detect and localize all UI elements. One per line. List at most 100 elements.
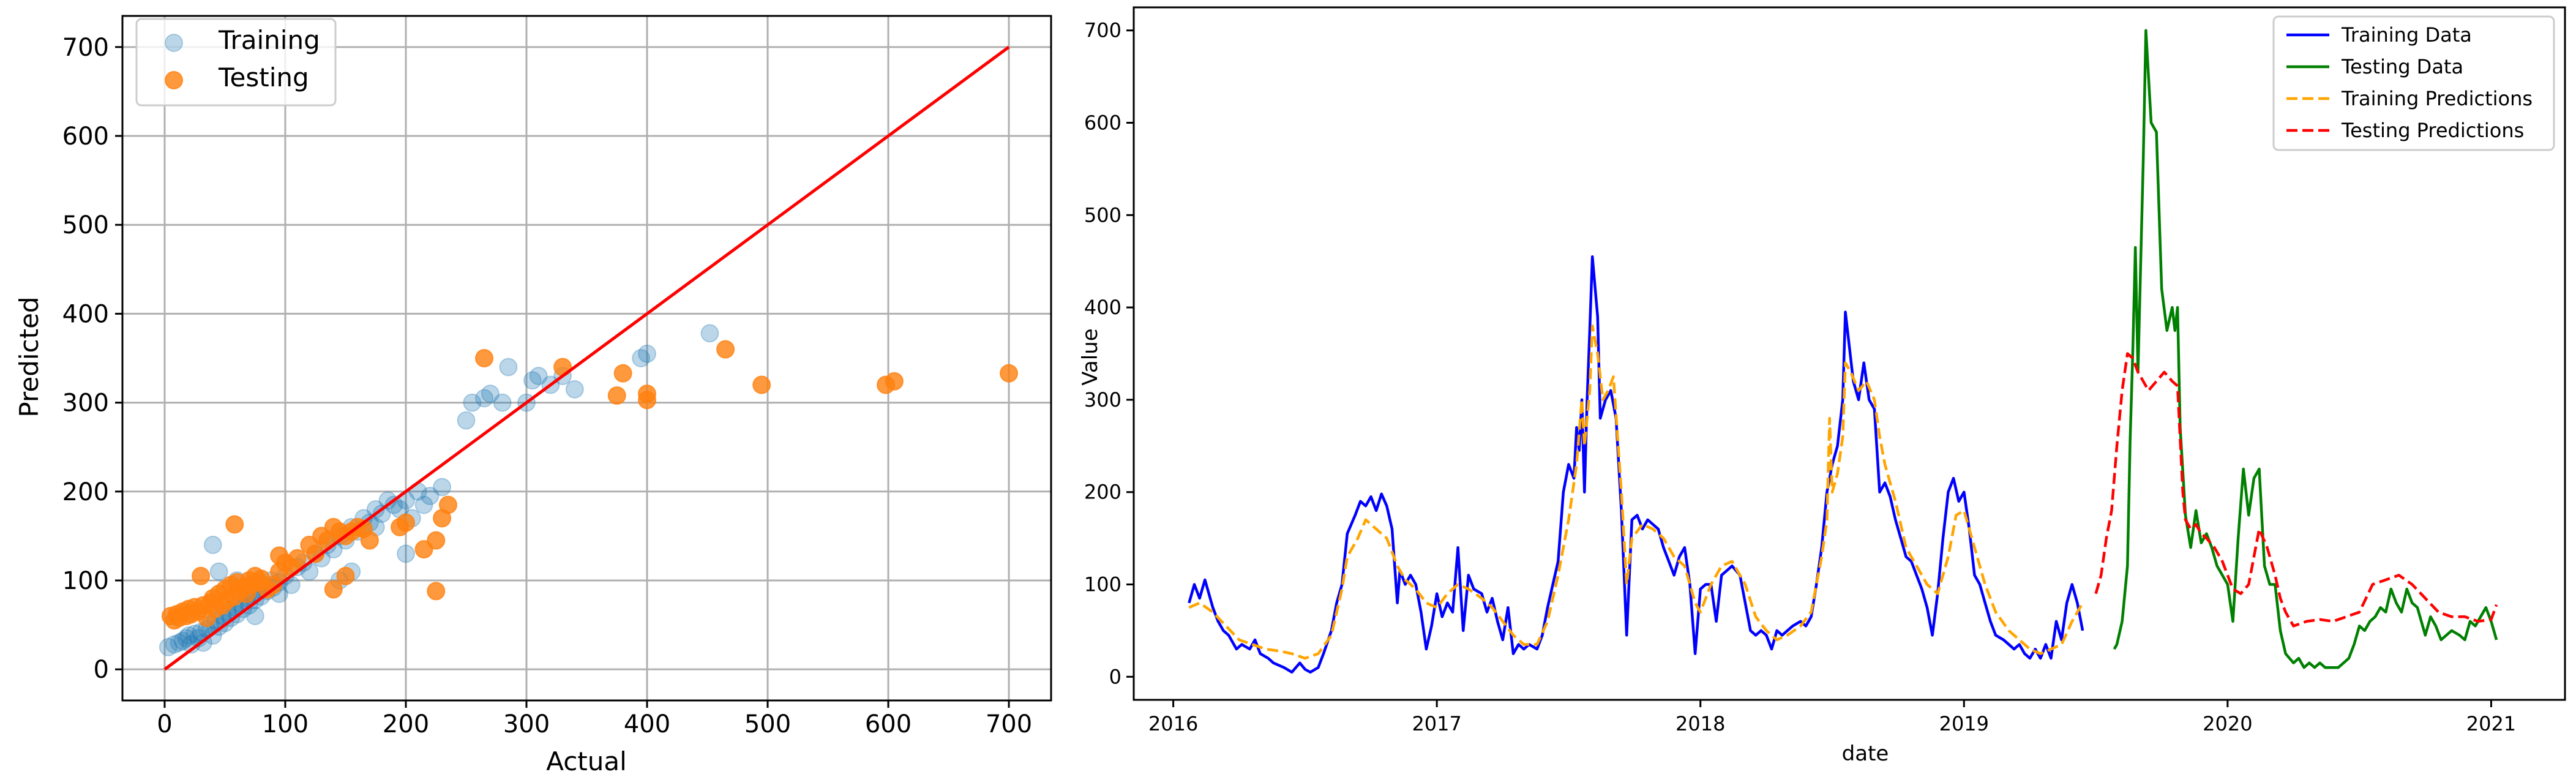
legend-marker-testing [165,71,183,89]
testing-point [716,340,735,359]
training-point [565,380,584,399]
timeseries-xtick-label: 2021 [2466,712,2516,735]
legend-label-testing-data: Testing Data [2341,55,2463,78]
training-point [493,393,512,412]
training-point [475,389,494,408]
training-point [414,495,433,514]
legend-marker-training [165,34,183,52]
timeseries-ytick-label: 500 [1084,203,1121,227]
testing-point [475,349,494,367]
training-point [499,358,518,377]
testing-point [613,364,632,383]
testing-point [360,531,379,550]
training-point [529,367,548,386]
testing-point [607,386,626,405]
timeseries-chart: date Value 2016 2017 2018 2019 2020 202101002… [1078,6,2566,766]
timeseries-xtick-label: 2016 [1148,712,1198,735]
training-point [700,324,719,343]
timeseries-legend: Training Data Testing Data Training Predic… [2272,15,2555,151]
training-point [170,633,189,652]
timeseries-series [1188,29,2498,674]
training-point [632,349,651,367]
scatter-ytick-label: 500 [62,211,109,239]
training-point [179,626,198,645]
training-point [173,631,192,650]
testing-point [427,582,446,601]
testing-point [225,515,244,534]
scatter-xtick-label: 400 [624,710,670,738]
series-line-training-predictions [1188,325,2084,660]
training-point [185,625,204,644]
scatter-series [159,324,1019,656]
testing-point [438,495,457,514]
legend-label-training: Training [218,25,320,55]
scatter-ytick-label: 300 [62,389,109,418]
scatter-ytick-label: 600 [62,122,109,151]
testing-point [638,385,657,404]
scatter-ylabel: Predicted [14,296,44,417]
scatter-xtick-label: 100 [262,710,309,738]
reference-line [163,45,1010,671]
timeseries-ytick-label: 200 [1084,481,1121,504]
legend-label-training-predictions: Training Predictions [2341,87,2533,110]
testing-point [270,546,289,565]
timeseries-legend-box [2272,15,2555,151]
timeseries-ytick-label: 0 [1109,665,1121,688]
scatter-ytick-label: 400 [62,300,109,328]
timeseries-xtick-label: 2017 [1412,712,1461,735]
testing-point [427,531,446,550]
scatter-xtick-label: 500 [744,710,791,738]
timeseries-ytick-label: 100 [1084,573,1121,596]
scatter-legend-box [135,18,337,107]
scatter-xtick-label: 0 [157,710,172,738]
training-point [463,393,482,412]
timeseries-ylabel: Value [1078,328,1103,385]
scatter-ytick-label: 0 [94,656,109,684]
training-point [177,629,196,648]
testing-point [336,566,355,585]
series-line-testing-predictions [2094,352,2498,628]
scatter-chart: Actual Predicted 0 100 200 300 400 500 600 700 0… [14,15,1052,776]
timeseries-xtick-label: 2019 [1939,712,1989,735]
testing-point [288,549,307,568]
training-point [165,635,184,654]
testing-point [324,580,343,599]
training-point [203,535,222,554]
training-point [523,371,542,390]
scatter-xlabel: Actual [546,746,627,776]
scatter-ytick-label: 700 [62,34,109,62]
training-point [638,344,657,363]
testing-point [1000,364,1019,383]
training-point [209,562,228,581]
legend-label-testing-predictions: Testing Predictions [2341,119,2524,142]
timeseries-plot-frame [1133,6,2566,701]
timeseries-xtick-label: 2018 [1676,712,1725,735]
scatter-xtick-label: 700 [986,710,1032,738]
scatter-legend: Training Testing [135,18,337,107]
scatter-xtick-label: 600 [865,710,912,738]
training-point [245,607,264,626]
training-point [457,411,476,430]
timeseries-ytick-label: 600 [1084,111,1121,135]
testing-point [752,375,771,394]
timeseries-axes: 2016 2017 2018 2019 2020 2021 0 100 200 300 400 500… [1084,19,2516,735]
training-point [433,478,452,497]
scatter-xtick-label: 200 [383,710,429,738]
legend-label-testing: Testing [218,62,309,92]
training-point [159,637,178,656]
scatter-grid [122,16,1051,700]
training-point [396,544,415,563]
timeseries-xlabel: date [1842,741,1889,766]
training-point [481,385,500,404]
scatter-axes: 0 100 200 300 400 500 600 700 0 100 200 300 400 500 60… [62,34,1033,738]
legend-label-training-data: Training Data [2341,23,2472,47]
scatter-plot-frame [121,15,1052,702]
testing-point [192,566,211,585]
series-line-testing-data [2113,29,2498,669]
scatter-ytick-label: 100 [62,567,109,595]
training-point [421,487,440,506]
testing-point [396,513,415,532]
timeseries-ytick-label: 300 [1084,388,1121,411]
